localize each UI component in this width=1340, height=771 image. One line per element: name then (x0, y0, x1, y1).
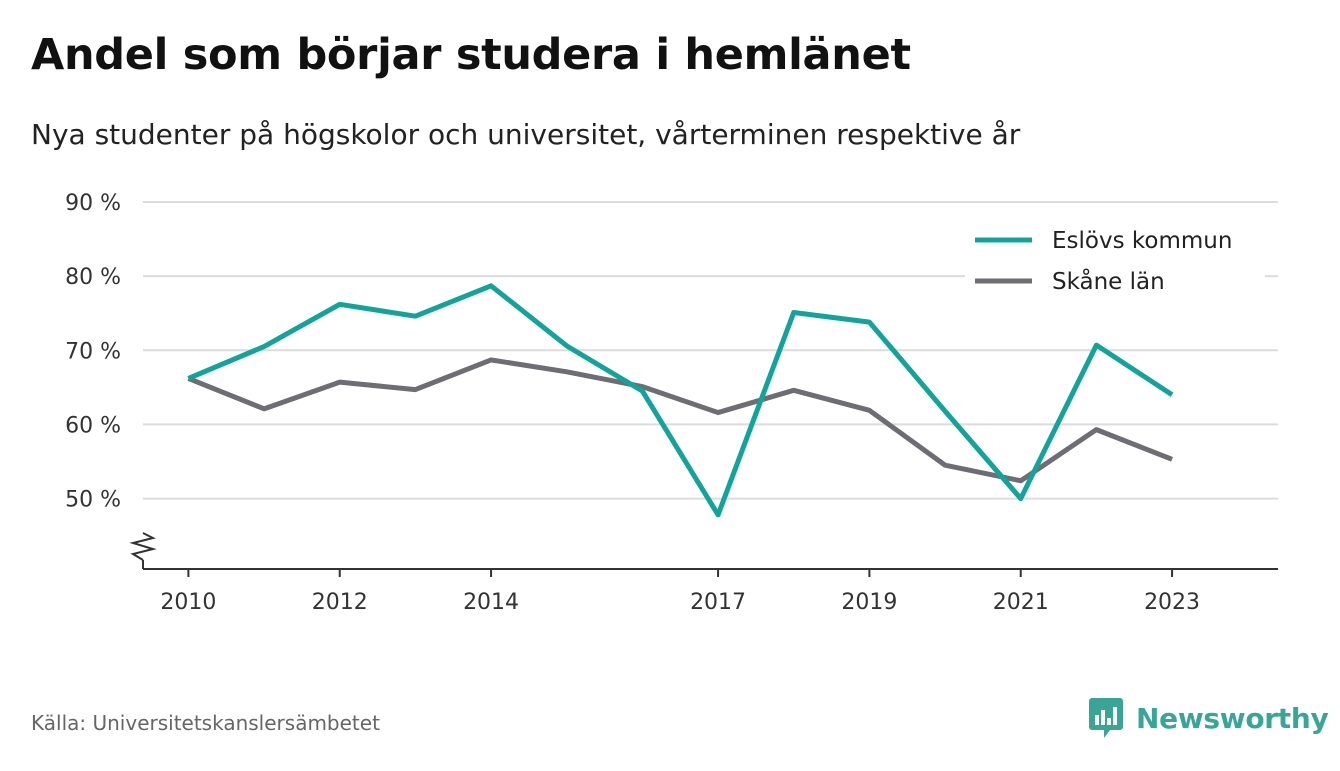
source-note: Källa: Universitetskanslersämbetet (31, 711, 380, 735)
y-tick-label: 90 % (65, 191, 121, 216)
x-tick-label: 2017 (690, 590, 746, 615)
x-tick-label: 2010 (160, 590, 216, 615)
x-tick-label: 2021 (993, 590, 1049, 615)
x-tick-label: 2012 (312, 590, 368, 615)
x-axis (128, 532, 1278, 570)
skane-lan-line (187, 357, 1173, 484)
legend-label: Eslövs kommun (1052, 228, 1232, 254)
x-tick-label: 2019 (841, 590, 897, 615)
legend-background (965, 222, 1265, 302)
y-tick-label: 60 % (65, 413, 121, 438)
y-axis-ticks: 90 % 80 % 70 % 60 % 50 % (65, 191, 121, 513)
brand-name: Newsworthy (1136, 701, 1329, 735)
x-tick-label: 2023 (1144, 590, 1200, 615)
series-lines (187, 283, 1174, 518)
y-tick-label: 80 % (65, 265, 121, 290)
x-axis-ticks: 2010 2012 2014 2017 2019 2021 2023 (160, 569, 1200, 615)
y-tick-label: 70 % (65, 339, 121, 364)
x-tick-label: 2014 (463, 590, 519, 615)
legend: Eslövs kommun Skåne län (965, 222, 1265, 302)
newsworthy-logo-icon (1089, 698, 1123, 738)
axis-break-icon (129, 532, 157, 561)
newsworthy-logo: Newsworthy (1088, 696, 1329, 740)
chart-title: Andel som börjar studera i hemlänet (31, 30, 911, 80)
eslovs-kommun-line (187, 283, 1174, 518)
chart-subtitle: Nya studenter på högskolor och universit… (31, 118, 1021, 151)
y-tick-label: 50 % (65, 488, 121, 513)
legend-label: Skåne län (1052, 267, 1165, 295)
